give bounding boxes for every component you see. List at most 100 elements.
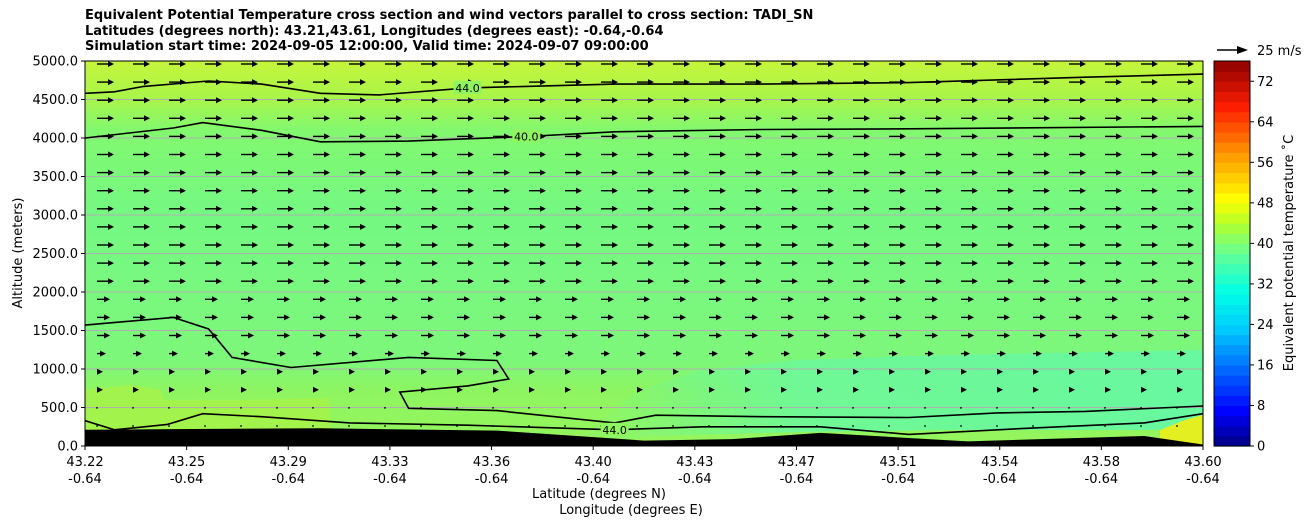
wind-vector-head (864, 133, 870, 140)
wind-vector-head (180, 115, 186, 122)
x-tick-label-lat: 43.29 (270, 455, 307, 470)
wind-vector-dot (816, 407, 818, 409)
wind-vector-head (504, 79, 510, 86)
wind-vector-head (248, 296, 254, 303)
colorbar-segment (1214, 354, 1250, 366)
wind-vector-head (720, 278, 726, 285)
wind-vector-head (432, 79, 438, 86)
wind-vector-head (900, 115, 906, 122)
wind-vector-head (860, 296, 866, 303)
wind-vector-head (504, 97, 510, 104)
wind-vector-head (288, 205, 294, 212)
wind-vector-head (756, 223, 762, 230)
wind-vector-head (313, 368, 319, 375)
wind-vector-head (1177, 386, 1183, 393)
wind-vector-head (356, 314, 362, 321)
cool-air-region (580, 350, 1203, 446)
chart-title-line-1: Equivalent Potential Temperature cross s… (85, 8, 814, 23)
wind-vector-head (493, 368, 499, 375)
wind-vector-head (972, 151, 978, 158)
wind-vector-head (284, 332, 290, 339)
wind-vector-head (572, 296, 578, 303)
y-tick-label: 2500.0 (33, 247, 79, 262)
colorbar: 0 8 16 24 32 40 48 56 64 72 (1213, 60, 1274, 455)
wind-vector-head (356, 296, 362, 303)
wind-vector-head (457, 386, 463, 393)
wind-vector-head (176, 332, 182, 339)
wind-vector-head (360, 278, 366, 285)
wind-vector-head (104, 296, 110, 303)
wind-vector-head (536, 296, 542, 303)
wind-vector-head (576, 169, 582, 176)
wind-vector-head (936, 151, 942, 158)
wind-vector-head (1184, 332, 1190, 339)
colorbar-segment (1214, 385, 1250, 396)
wind-vector-head (792, 133, 798, 140)
wind-vector-head (241, 368, 247, 375)
colorbar-tick-label: 72 (1257, 75, 1274, 90)
colorbar-segment (1214, 435, 1250, 447)
wind-vector-head (1008, 151, 1014, 158)
wind-vector-head (216, 61, 222, 67)
wind-vector-head (1008, 260, 1014, 267)
wind-vector-head (828, 223, 834, 230)
x-tick-label-lon: -0.64 (68, 472, 102, 487)
wind-vector-head (1188, 278, 1194, 285)
wind-vector-head (1040, 314, 1046, 321)
contour-label: 40.0 (514, 130, 539, 143)
wind-vector-dot (240, 425, 242, 427)
wind-vector-head (817, 386, 823, 393)
wind-vector-head (284, 314, 290, 321)
contour-line (85, 316, 1203, 424)
wind-vector-head (720, 205, 726, 212)
wind-vector-head (1008, 79, 1014, 86)
wind-vector-head (1116, 187, 1122, 194)
wind-vector-head (684, 242, 690, 248)
wind-vector-head (932, 332, 938, 339)
wind-vector-head (1188, 242, 1194, 248)
wind-vector-head (1008, 223, 1014, 230)
wind-vector-head (216, 97, 222, 104)
wind-vector-head (752, 296, 758, 303)
wind-vector-head (144, 97, 150, 104)
wind-vector-head (144, 187, 150, 194)
wind-vector-head (684, 187, 690, 194)
colorbar-segment (1214, 334, 1250, 346)
wind-vector-head (576, 133, 582, 140)
wind-vector-head (320, 296, 326, 303)
wind-vector-head (1152, 97, 1158, 104)
wind-vector-dot (420, 425, 422, 427)
wind-vector-head (684, 133, 690, 140)
wind-vector-dot (960, 407, 962, 409)
wind-vector-head (504, 151, 510, 158)
wind-vector-dot (456, 407, 458, 409)
quiver-key: 25 m/s (1217, 44, 1302, 59)
wind-vector-head (716, 314, 722, 321)
wind-vector-head (432, 260, 438, 267)
wind-vector-head (1180, 350, 1186, 357)
wind-vector-head (468, 278, 474, 285)
wind-vector-head (540, 260, 546, 267)
wind-vector-head (792, 260, 798, 267)
wind-vector-dot (312, 425, 314, 427)
wind-vector-head (900, 187, 906, 194)
wind-vector-head (180, 242, 186, 248)
wind-vector-head (604, 350, 610, 357)
wind-vector-head (684, 260, 690, 267)
wind-vector-head (1116, 278, 1122, 285)
wind-vector-head (612, 115, 618, 122)
wind-vector-head (108, 151, 114, 158)
wind-vector-head (252, 97, 258, 104)
y-tick-label: 4000.0 (33, 132, 79, 147)
colorbar-segment (1214, 304, 1250, 315)
colorbar-segment (1214, 243, 1250, 255)
wind-vector-head (680, 296, 686, 303)
wind-vector-head (709, 386, 715, 393)
wind-vector-head (1188, 187, 1194, 194)
wind-vector-head (432, 223, 438, 230)
wind-vector-head (648, 260, 654, 267)
wind-vector-head (648, 169, 654, 176)
wind-vector-dot (204, 425, 206, 427)
wind-vector-dot (636, 407, 638, 409)
